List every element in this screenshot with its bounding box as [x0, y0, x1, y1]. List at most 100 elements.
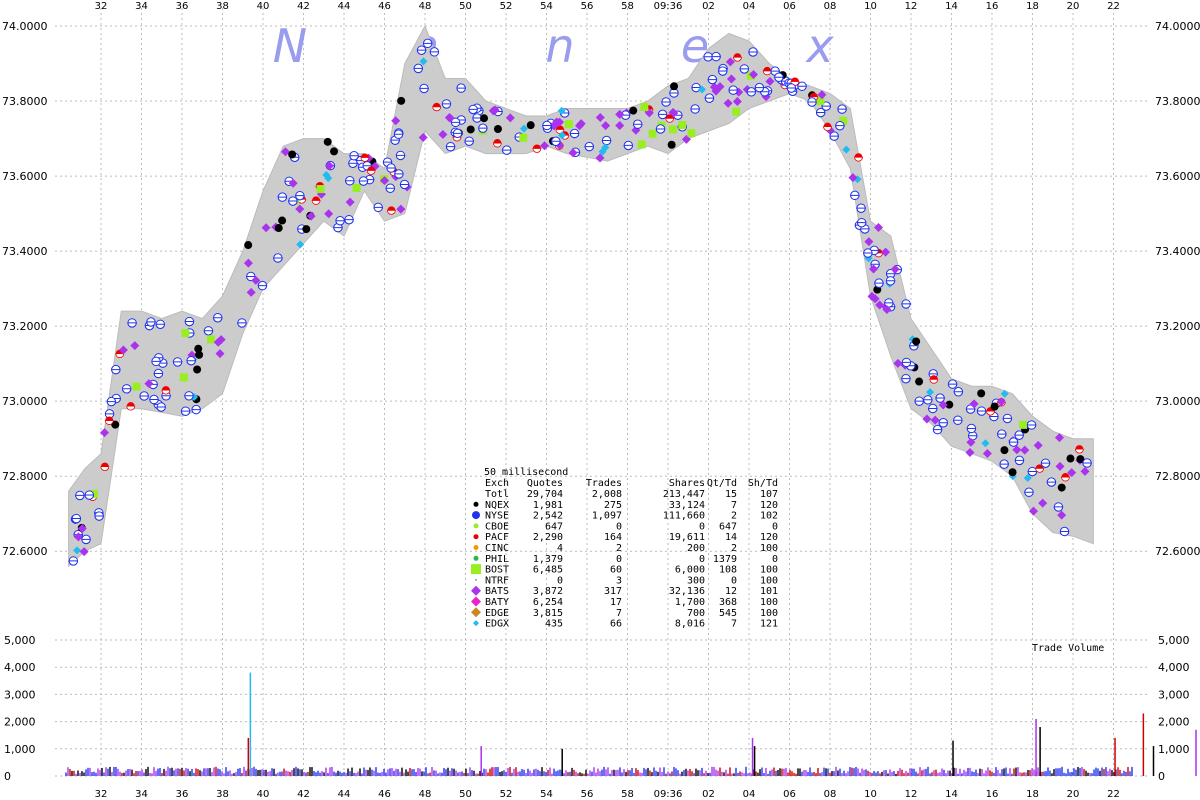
pacf-marker: [809, 92, 818, 97]
quote-marker-half: [450, 121, 461, 128]
stats-cell: 3,815: [533, 608, 563, 619]
nqex-marker: [194, 344, 203, 353]
bats-marker: [325, 161, 335, 171]
quote-marker-half: [707, 79, 718, 85]
pacf-marker-half: [665, 117, 675, 123]
quote-marker-half: [213, 317, 223, 323]
nqex-marker: [526, 121, 535, 130]
pacf-marker: [854, 153, 863, 158]
nqex-marker: [1008, 468, 1017, 477]
pacf-marker: [790, 77, 799, 82]
quote-marker-half: [1082, 462, 1092, 468]
stats-cell: 100: [760, 543, 778, 554]
pacf-marker: [493, 139, 502, 144]
stats-cell: 19,611: [669, 532, 705, 543]
stats-cell: 1379: [713, 554, 737, 565]
quote-marker-half: [335, 220, 345, 226]
bats-marker: [490, 105, 500, 115]
quote-marker-half: [885, 280, 896, 286]
quote-marker-half: [1040, 462, 1051, 468]
volume-tick-label-right: 5,000: [1158, 634, 1190, 647]
bats-marker: [445, 113, 455, 123]
stats-cell: 2: [731, 543, 737, 554]
stats-caption: 50 millisecond: [484, 467, 568, 478]
bats-marker: [1033, 440, 1043, 450]
exchange-name: NTRF: [485, 575, 509, 586]
stats-cell: 164: [604, 532, 622, 543]
nqex-marker: [629, 106, 638, 115]
x-tick-label-top: 22: [1107, 1, 1120, 12]
bats-marker: [1080, 466, 1090, 476]
pacf-marker: [387, 206, 396, 211]
volume-tick-label-left: 3,000: [4, 688, 36, 701]
edgx-marker: [926, 388, 935, 397]
bats-marker: [922, 414, 932, 424]
legend-marker: [475, 578, 477, 581]
nqex-marker: [288, 150, 297, 159]
bats-marker: [396, 204, 406, 214]
bats-marker: [867, 291, 877, 301]
legend-marker: [473, 555, 479, 561]
nqex-marker: [397, 96, 406, 105]
nqex-marker: [278, 216, 287, 225]
bats-marker: [723, 98, 733, 108]
bost-marker: [687, 129, 696, 138]
volume-tick-label-right: 0: [1158, 770, 1165, 783]
quote-marker-half: [94, 515, 104, 521]
quote-marker-half: [906, 365, 916, 371]
x-tick-label-top: 40: [257, 1, 270, 12]
y-tick-label-right: 73.4000: [1155, 245, 1200, 258]
x-tick-label-bottom: 44: [338, 789, 351, 800]
quote-marker-half: [623, 144, 634, 151]
quote-marker-half: [901, 303, 911, 309]
quote-marker-half: [669, 92, 679, 98]
volume-tick-label-right: 3,000: [1158, 688, 1190, 701]
quote-marker-half: [395, 154, 406, 161]
quote-marker-half: [807, 101, 817, 107]
x-tick-label-bottom: 36: [176, 789, 189, 800]
quote-marker-half: [155, 323, 166, 329]
legend-marker: [473, 523, 479, 529]
x-tick-label-bottom: 58: [621, 789, 634, 800]
nqex-marker: [493, 125, 502, 134]
x-tick-label-top: 10: [864, 1, 877, 12]
bats-marker: [711, 86, 721, 96]
x-tick-label-bottom: 08: [824, 789, 837, 800]
exchange-name: NYSE: [485, 511, 509, 522]
y-tick-label-left: 73.2000: [2, 320, 48, 333]
legend-marker: [473, 545, 479, 550]
exchange-name: PACF: [485, 532, 509, 543]
stats-header: Quotes: [527, 478, 563, 489]
stats-cell: 29,704: [527, 489, 563, 500]
nbbo-band-area: [68, 24, 1094, 568]
stats-cell: 1,981: [533, 500, 563, 511]
y-tick-label-right: 73.8000: [1155, 95, 1200, 108]
quote-marker-half: [1027, 471, 1038, 477]
stats-cell: 2,290: [533, 532, 563, 543]
stats-cell: 545: [719, 608, 737, 619]
x-tick-label-bottom: 46: [378, 789, 391, 800]
quote-marker-half: [850, 194, 860, 201]
trade-volume-label: Trade Volume: [1032, 643, 1104, 654]
pacf-marker: [360, 153, 369, 158]
quote-marker-half: [478, 127, 488, 133]
bats-marker: [732, 97, 742, 107]
bats-marker: [324, 209, 334, 219]
x-tick-label-top: 02: [702, 1, 715, 12]
quote-marker-half: [1059, 530, 1070, 537]
stats-cell: 60: [610, 565, 622, 576]
edgx-marker: [558, 131, 567, 140]
stats-cell: 6,254: [533, 597, 563, 608]
stats-cell: 107: [760, 489, 778, 500]
bats-marker: [144, 379, 154, 389]
bost-marker: [648, 129, 657, 138]
stats-cell: 100: [760, 575, 778, 586]
stats-cell: 66: [610, 619, 622, 630]
edgx-marker: [1023, 473, 1032, 482]
nqex-marker: [244, 241, 253, 250]
quote-marker-half: [393, 133, 404, 139]
quote-marker-half: [989, 415, 999, 422]
volume-tick-label-left: 2,000: [4, 716, 36, 729]
x-tick-label-bottom: 02: [702, 789, 715, 800]
